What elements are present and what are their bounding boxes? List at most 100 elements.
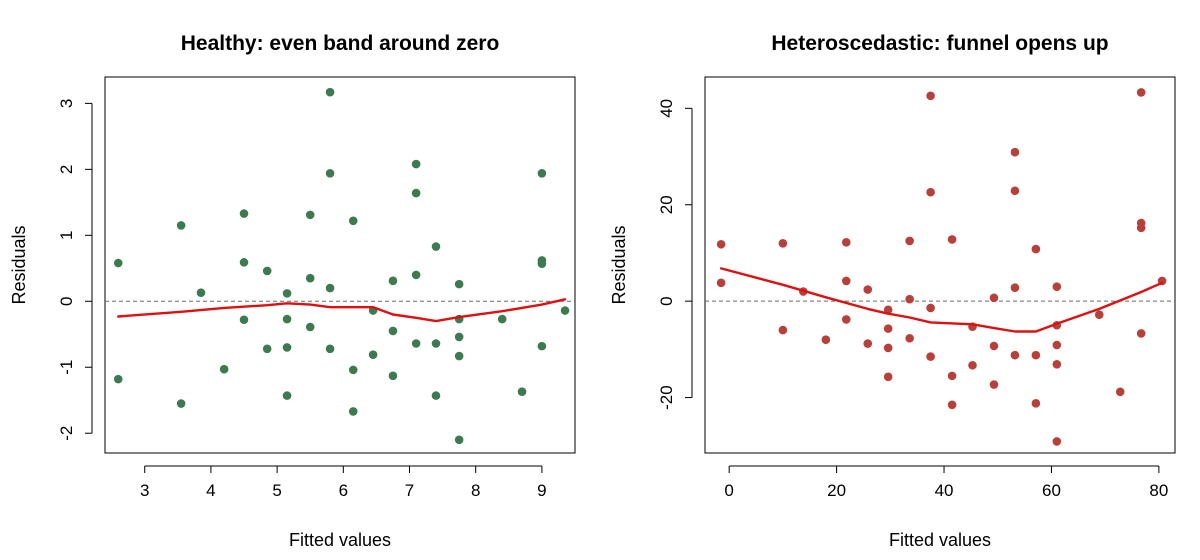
x-axis-label: Fitted values [889,530,991,550]
data-point [926,187,935,197]
data-point [560,306,570,315]
data-point [219,364,229,374]
data-point [348,365,358,375]
x-tick-label: 6 [339,481,348,500]
plot-area-frame [104,76,576,454]
chart-title: Heteroscedastic: funnel opens up [771,32,1108,55]
data-point [1052,282,1062,291]
data-point [454,351,464,361]
data-point [841,315,851,324]
data-point [883,343,893,353]
data-point [989,380,999,389]
data-point [262,344,272,354]
plot-area-frame [704,76,1176,454]
data-point [905,294,914,304]
x-axis-label: Fitted values [289,530,391,550]
data-point [1052,360,1062,369]
smoothed-trend-line [116,298,567,323]
data-point [325,87,335,97]
data-point [778,239,788,248]
y-tick-label: 3 [57,99,76,108]
data-point [1115,387,1125,397]
data-point [926,91,935,101]
data-point [388,326,398,336]
data-point [348,407,358,416]
data-point [905,236,914,246]
data-point [239,209,249,218]
data-point [947,400,957,410]
data-point [1010,147,1020,157]
chart-panel-heteroscedastic: Heteroscedastic: funnel opens up Fitted … [609,32,1176,550]
data-point [537,341,547,351]
data-point [282,343,292,352]
x-tick-label: 7 [405,481,414,500]
data-point [1010,350,1020,360]
data-point [1136,223,1146,233]
data-point [947,371,957,381]
data-point [947,235,957,244]
data-point [388,276,398,286]
data-point [431,339,441,348]
data-point [1136,88,1146,97]
data-point [926,352,935,361]
data-point [305,322,315,332]
data-point [1094,310,1104,319]
smoothed-trend-line [719,267,1164,333]
x-tick-label: 3 [140,481,149,500]
data-point [883,372,893,382]
data-point [716,278,726,288]
data-point [537,259,547,268]
data-point [454,435,464,445]
data-point [517,387,527,396]
data-point [989,341,999,351]
data-point [1031,350,1041,360]
data-point [1052,340,1062,350]
data-point [1031,244,1041,254]
data-point [176,399,186,408]
data-point [778,325,788,335]
data-point [282,314,292,324]
data-point [905,333,914,343]
data-point [841,238,851,247]
data-point [348,216,358,226]
data-point [411,339,421,348]
data-point [325,283,335,293]
data-point [537,169,547,178]
chart-title: Healthy: even band around zero [181,32,500,55]
x-tick-label: 20 [827,481,846,500]
x-tick-label: 5 [272,481,281,500]
y-tick-label: -20 [657,385,676,410]
data-point [282,391,292,400]
data-point [497,314,507,324]
y-tick-label: 1 [57,231,76,240]
data-point [325,169,335,178]
data-point [716,239,726,249]
data-point [821,335,831,345]
y-tick-label: -1 [57,360,76,375]
y-axis-label: Residuals [9,225,29,304]
data-point [454,332,464,342]
x-tick-label: 8 [471,481,480,500]
data-point [863,285,873,294]
data-point [1010,186,1020,196]
data-point [1031,399,1041,408]
data-point [239,315,249,325]
y-tick-label: 20 [657,195,676,214]
data-point [262,266,272,276]
y-tick-label: 2 [57,165,76,174]
data-point [1010,283,1020,292]
data-point [454,279,464,289]
data-point [305,210,315,220]
data-point [411,159,421,169]
data-point [176,221,186,230]
x-tick-label: 0 [724,481,733,500]
data-point [1052,437,1062,446]
y-axis-label: Residuals [609,225,629,304]
x-tick-label: 60 [1042,481,1061,500]
x-tick-label: 4 [206,481,215,500]
data-point [883,324,893,333]
data-point [113,258,123,268]
data-point [325,344,335,354]
y-tick-label: 0 [57,297,76,306]
